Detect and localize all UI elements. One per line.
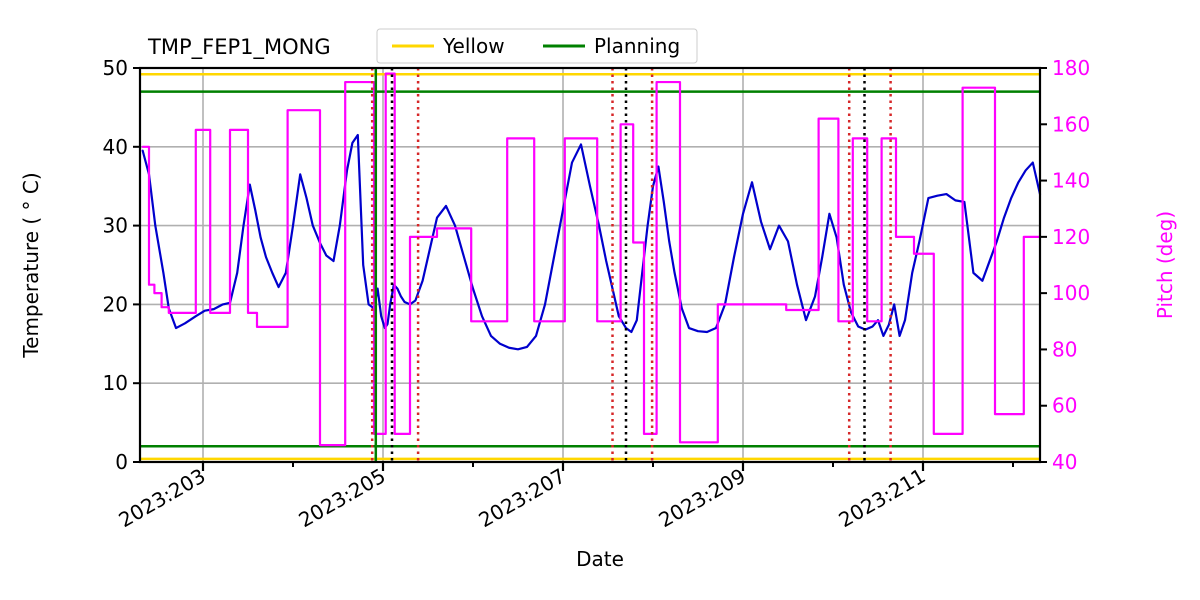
y-tick-label: 30 — [103, 214, 128, 238]
y-tick-label: 20 — [103, 292, 128, 316]
right-axis: 40 60 80 100 120 140 160 180 — [1040, 56, 1090, 474]
legend-label-planning: Planning — [594, 34, 680, 58]
series-line-pitch — [141, 72, 1042, 447]
chart-title: TMP_FEP1_MONG — [147, 35, 331, 60]
y-tick-label: 10 — [103, 371, 128, 395]
y-tick-label: 0 — [115, 450, 128, 474]
y-tick-label: 40 — [103, 135, 128, 159]
y2-tick-label: 180 — [1052, 56, 1090, 80]
series-line-temperature — [141, 133, 1042, 351]
gridlines — [140, 68, 1040, 462]
data-series — [141, 72, 1042, 447]
y2-tick-label: 80 — [1052, 337, 1077, 361]
y2-tick-label: 120 — [1052, 225, 1090, 249]
legend-background — [376, 28, 698, 64]
y2-tick-label: 160 — [1052, 112, 1090, 136]
event-markers — [370, 68, 892, 462]
y2-tick-label: 40 — [1052, 450, 1077, 474]
x-axis-title: Date — [576, 547, 624, 571]
y2-tick-label: 60 — [1052, 394, 1077, 418]
y2-tick-label: 140 — [1052, 169, 1090, 193]
legend-label-yellow: Yellow — [442, 34, 505, 58]
y2-axis-title: Pitch (deg) — [1153, 211, 1177, 319]
y-tick-label: 50 — [103, 56, 128, 80]
y2-tick-label: 100 — [1052, 281, 1090, 305]
plot-frame — [138, 66, 1042, 464]
left-axis: 0 10 20 30 40 50 — [103, 56, 140, 474]
chart-legend: Yellow Planning — [376, 28, 698, 64]
y-axis-title: Temperature ( ° C) — [19, 172, 43, 358]
